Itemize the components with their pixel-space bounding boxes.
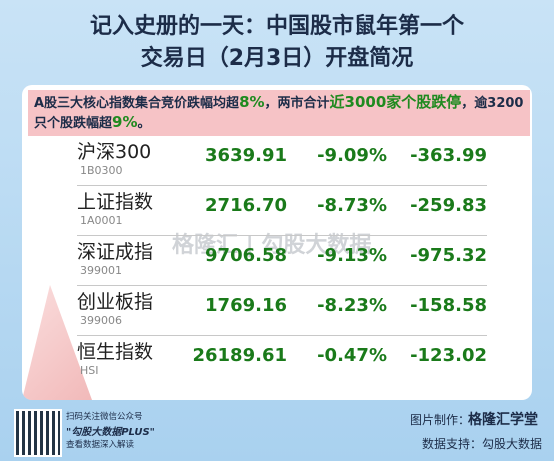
- index-code: 399001: [80, 264, 122, 277]
- highlight-text: 近3000家个股跌停: [329, 93, 462, 111]
- index-name: 创业板指: [77, 291, 154, 313]
- index-price: 9706.58: [205, 245, 287, 266]
- index-name: 沪深300: [77, 141, 152, 163]
- summary: A股三大核心指数集合竞价跌幅均超8%，两市合计近3000家个股跌停，逾3200只…: [28, 90, 530, 136]
- index-name: 恒生指数: [77, 341, 154, 363]
- title-line: 记入史册的一天：中国股市鼠年第一个: [89, 14, 464, 39]
- qr-text: 查看数据深入解读: [66, 440, 135, 450]
- qr-text: "勾股大数据PLUS": [66, 427, 155, 438]
- index-pct: -8.23%: [317, 295, 387, 316]
- index-price: 3639.91: [205, 145, 287, 166]
- highlight-text: 9%: [112, 113, 138, 131]
- index-code: 1A0001: [80, 214, 123, 227]
- highlight-text: 8%: [239, 93, 265, 111]
- index-row: 沪深300 1B0300 3639.91 -9.09% -363.99: [77, 135, 487, 186]
- index-row: 恒生指数 HSI 26189.61 -0.47% -123.02: [77, 335, 487, 385]
- made-by: 格隆汇学堂: [468, 412, 538, 428]
- panel: A股三大核心指数集合竞价跌幅均超8%，两市合计近3000家个股跌停，逾3200只…: [22, 85, 532, 400]
- summary-text: A股三大核心指数集合竞价跌幅均超: [34, 96, 240, 111]
- index-pct: -9.13%: [317, 245, 387, 266]
- made-by-label: 图片制作：: [410, 413, 471, 427]
- watermark-brand: 格隆汇: [172, 233, 239, 258]
- data-support: 数据支持：勾股大数据: [422, 437, 543, 451]
- index-price: 1769.16: [205, 295, 287, 316]
- index-name: 深证成指: [77, 241, 154, 263]
- summary-text: ，逾3200只个股跌幅超: [34, 96, 524, 131]
- watermark: 格隆汇 | 勾股大数据: [172, 233, 372, 258]
- index-price: 2716.70: [205, 195, 287, 216]
- index-row: 创业板指 399006 1769.16 -8.23% -158.58: [77, 285, 487, 336]
- index-change: -259.83: [410, 195, 487, 216]
- index-pct: -8.73%: [317, 195, 387, 216]
- index-pct: -9.09%: [317, 145, 387, 166]
- qr-text: 扫码关注微信公众号: [66, 412, 143, 422]
- watermark-source: 勾股大数据: [261, 233, 372, 258]
- index-change: -363.99: [410, 145, 487, 166]
- summary-text: 。: [137, 116, 151, 131]
- qr-code: [14, 409, 62, 457]
- index-change: -158.58: [410, 295, 487, 316]
- summary-text: ，两市合计: [264, 96, 330, 111]
- index-price: 26189.61: [192, 345, 287, 366]
- footer: 扫码关注微信公众号 "勾股大数据PLUS" 查看数据深入解读 图片制作： 格隆汇…: [0, 403, 554, 461]
- index-change: -975.32: [410, 245, 487, 266]
- index-pct: -0.47%: [317, 345, 387, 366]
- title-line: 交易日（2月3日）开盘简况: [140, 46, 414, 71]
- index-name: 上证指数: [77, 191, 154, 213]
- index-change: -123.02: [410, 345, 487, 366]
- index-row: 上证指数 1A0001 2716.70 -8.73% -259.83: [77, 185, 487, 236]
- index-row: 深证成指 399001 9706.58 -9.13% -975.32: [77, 235, 487, 286]
- index-code: 1B0300: [80, 164, 123, 177]
- index-code: 399006: [80, 314, 122, 327]
- index-code: HSI: [80, 364, 99, 377]
